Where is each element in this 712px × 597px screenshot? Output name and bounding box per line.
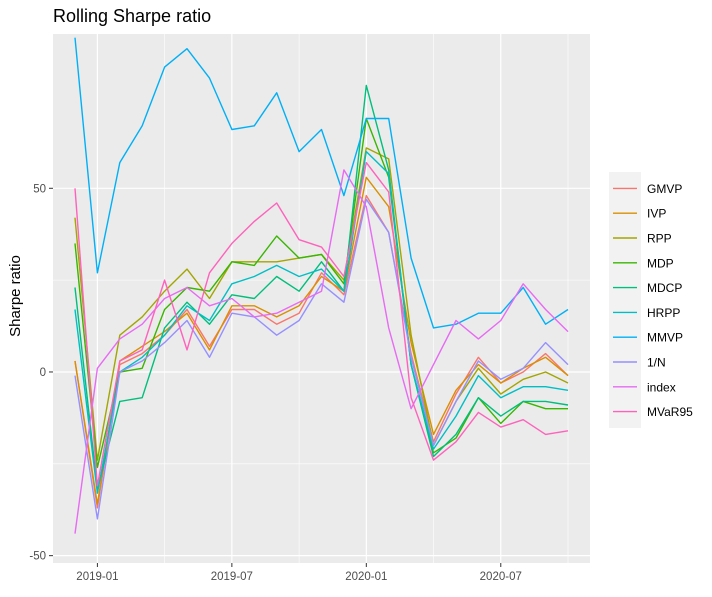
legend-label: IVP	[647, 207, 666, 221]
y-axis-title: Sharpe ratio	[7, 255, 24, 337]
x-axis: 2019-01 2019-07 2020-01 2020-07	[76, 563, 522, 583]
x-tick-label: 2020-07	[480, 571, 522, 583]
y-tick-label: 50	[33, 183, 46, 195]
y-tick-label: 0	[40, 367, 46, 379]
series-line-6	[74, 37, 569, 329]
series-line-3	[74, 117, 568, 469]
x-tick-label: 2020-01	[345, 571, 387, 583]
chart-title: Rolling Sharpe ratio	[53, 6, 211, 26]
series-line-1	[74, 176, 569, 505]
legend-label: MDP	[647, 256, 674, 270]
legend-label: HRPP	[647, 306, 680, 320]
legend-label: index	[647, 380, 676, 394]
legend-label: 1/N	[647, 356, 666, 370]
y-axis: -50 0 50	[29, 183, 53, 563]
legend-label: MDCP	[647, 281, 682, 295]
x-tick-label: 2019-07	[211, 571, 253, 583]
legend-label: MVaR95	[647, 405, 693, 419]
series-line-8	[74, 169, 569, 534]
series-line-5	[74, 150, 569, 494]
series-line-4	[74, 84, 569, 491]
plot-panel	[53, 34, 590, 563]
legend-label: GMVP	[647, 182, 682, 196]
legend-label: RPP	[647, 232, 672, 246]
legend: GMVP IVP RPP MDP MDCP HRPP MMVP 1/N index MVaR95	[609, 172, 693, 428]
series-line-0	[74, 194, 569, 509]
series-line-7	[74, 198, 569, 520]
series-lines	[74, 37, 569, 534]
series-line-9	[74, 161, 569, 487]
legend-label: MMVP	[647, 331, 683, 345]
y-tick-label: -50	[29, 551, 46, 563]
x-tick-label: 2019-01	[76, 571, 118, 583]
